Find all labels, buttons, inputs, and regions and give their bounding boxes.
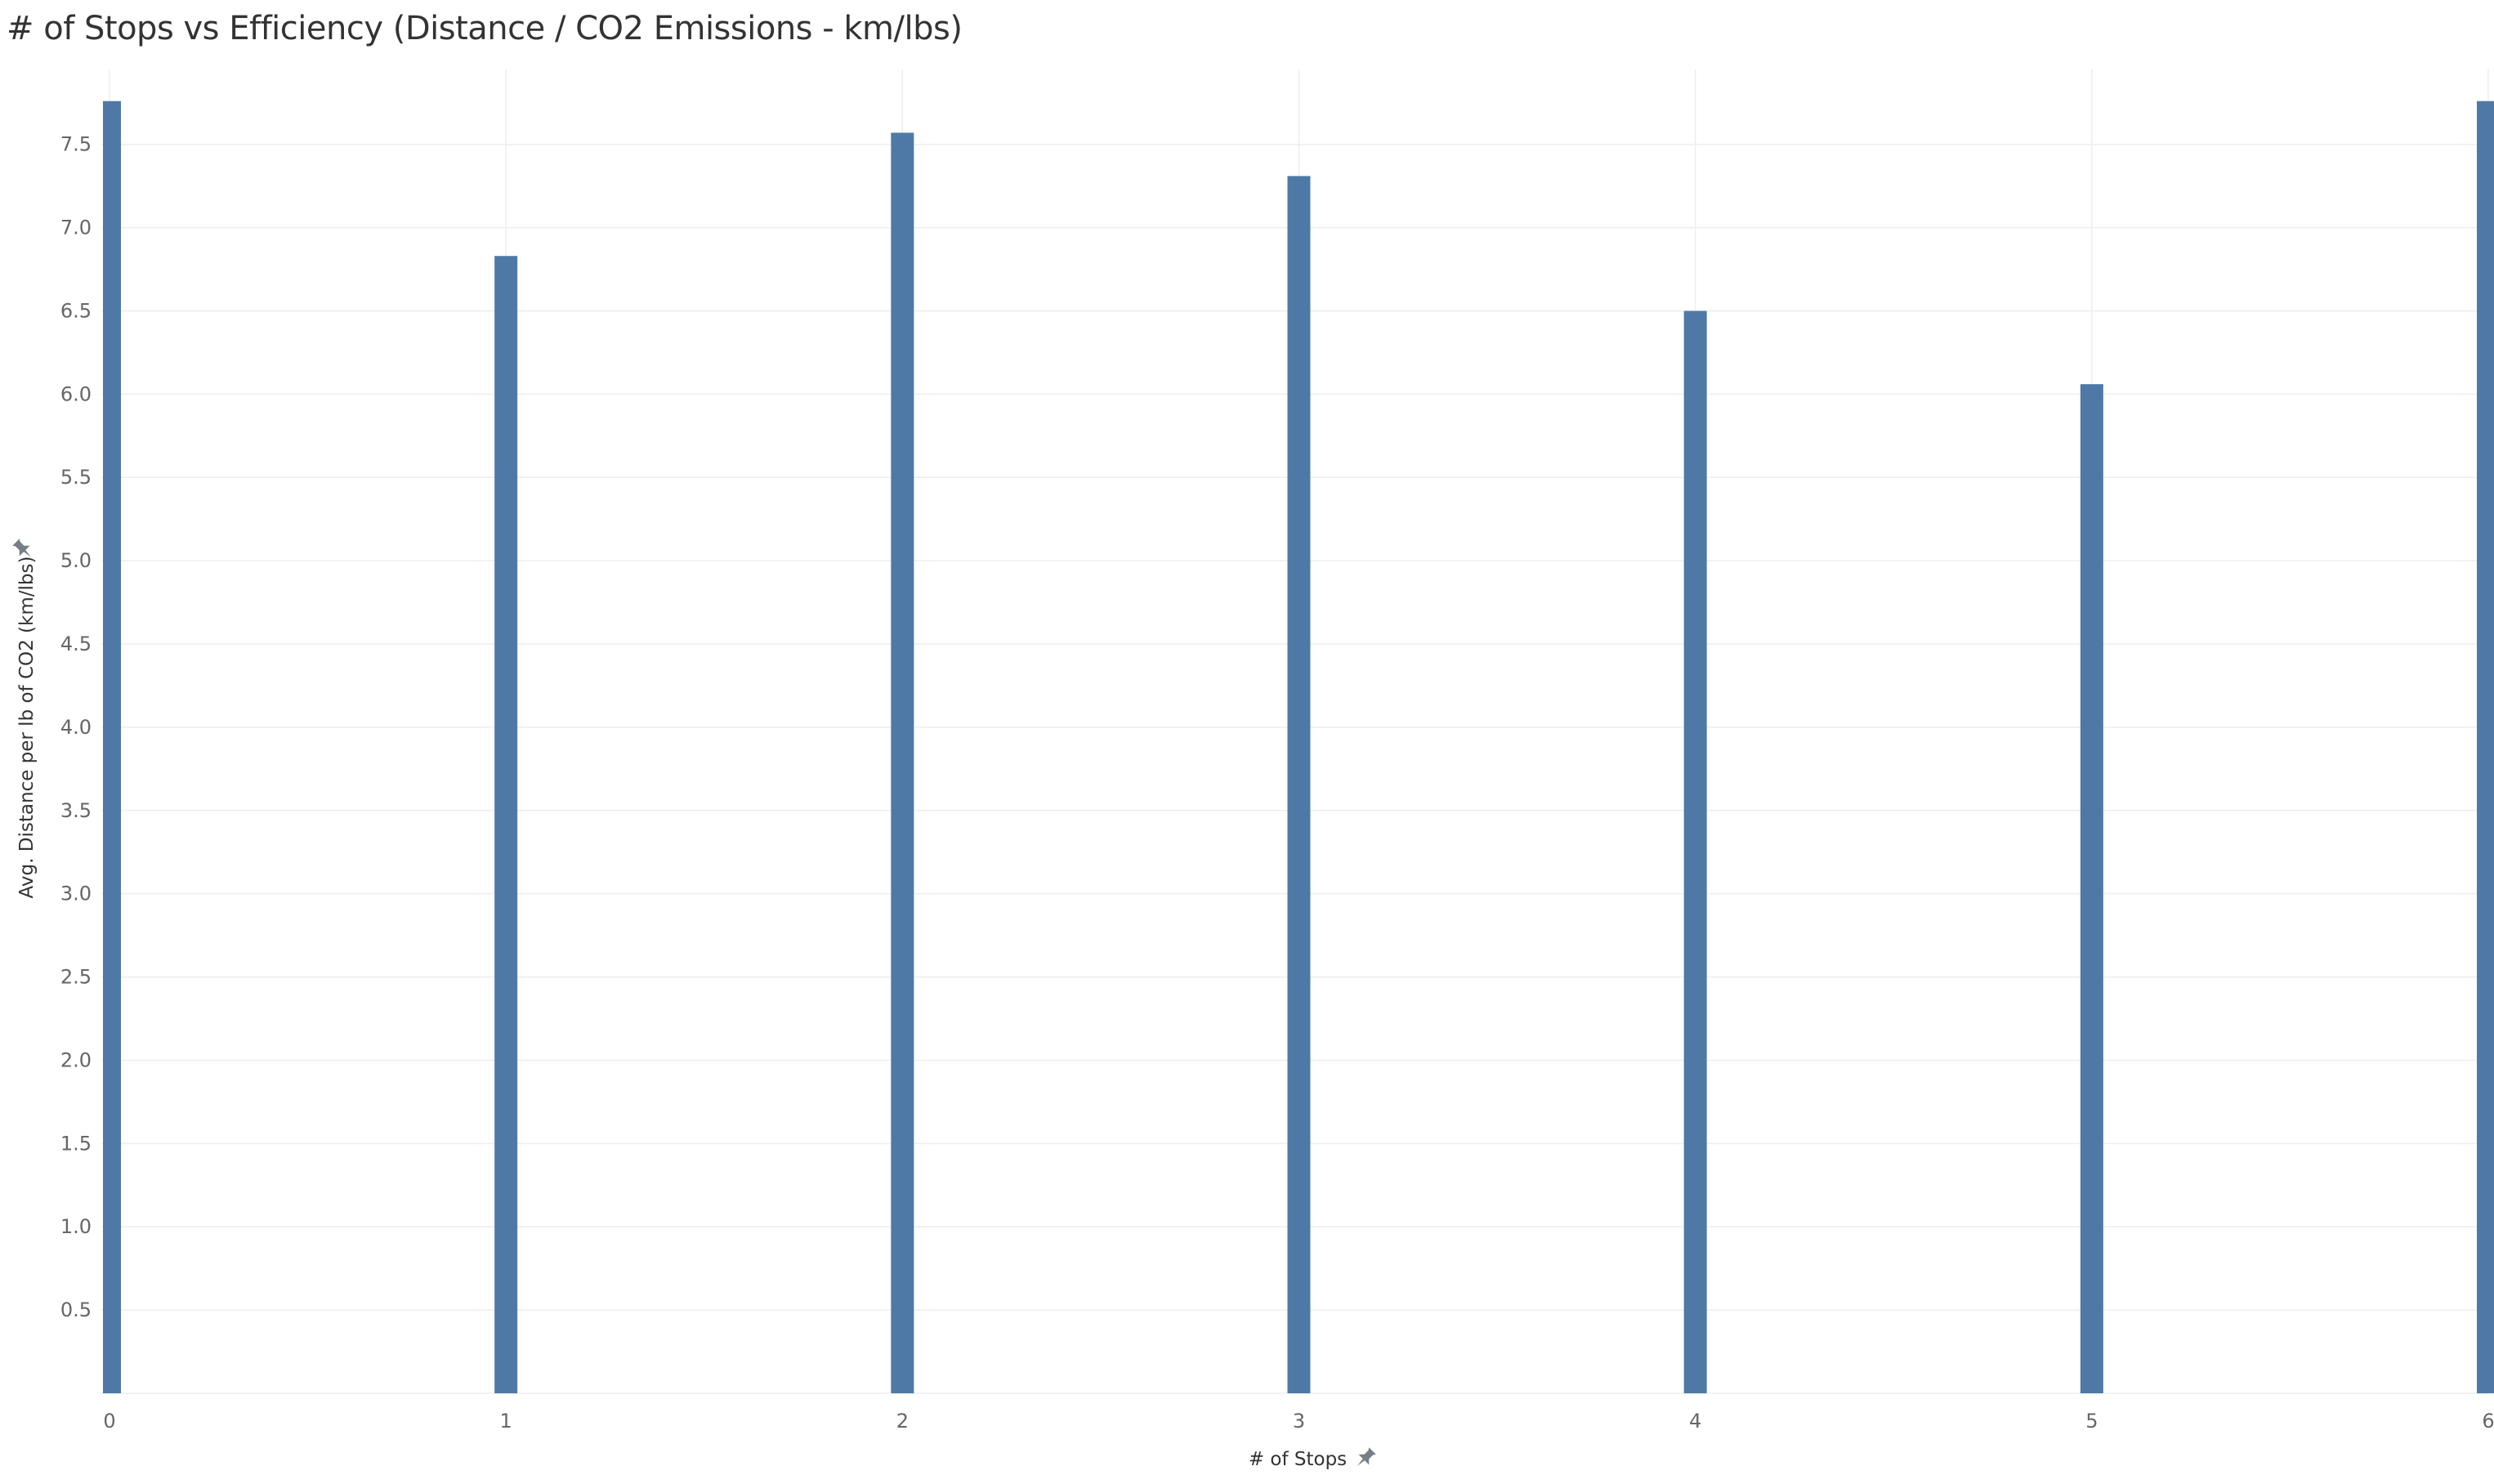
y-tick-label: 7.5 [60,133,92,156]
x-tick-label: 4 [1689,1410,1701,1433]
y-axis-ticks: 0.5 1.0 1.5 2.0 2.5 3.0 3.5 4.0 4.5 5.0 5.5 6.0 6.5 7… [60,133,92,1321]
bar-stops-5[interactable] [2080,384,2103,1393]
x-tick-label: 0 [103,1410,115,1433]
y-tick-label: 2.5 [60,966,92,989]
y-tick-label: 4.5 [60,632,92,655]
y-tick-label: 6.0 [60,382,92,405]
bar-stops-6[interactable] [2477,101,2494,1393]
y-tick-label: 0.5 [60,1298,92,1321]
chart-title: # of Stops vs Efficiency (Distance / CO2… [7,10,963,47]
x-tick-label: 1 [500,1410,512,1433]
x-tick-label: 2 [896,1410,909,1433]
y-tick-label: 4.0 [60,716,92,739]
x-axis-pin-icon[interactable] [1352,1446,1378,1471]
y-tick-label: 6.5 [60,299,92,322]
y-axis-label: Avg. Distance per lb of CO2 (km/lbs) [16,556,38,899]
y-tick-label: 5.5 [60,466,92,489]
x-tick-label: 6 [2482,1410,2494,1433]
y-tick-label: 1.0 [60,1215,92,1238]
y-tick-label: 1.5 [60,1132,92,1155]
y-tick-label: 3.0 [60,883,92,905]
bar-stops-4[interactable] [1683,311,1707,1394]
y-tick-label: 3.5 [60,799,92,822]
x-tick-label: 3 [1293,1410,1305,1433]
y-tick-label: 7.0 [60,217,92,239]
bar-stops-0[interactable] [103,101,121,1393]
bar-stops-2[interactable] [891,132,914,1393]
x-axis-label: # of Stops [1249,1449,1347,1470]
bars [103,101,2494,1394]
x-axis-ticks: 0 1 2 3 4 5 6 [103,1410,2494,1433]
y-tick-label: 5.0 [60,549,92,572]
y-axis-pin-icon[interactable] [11,537,36,562]
bar-stops-1[interactable] [494,256,518,1393]
y-tick-label: 2.0 [60,1048,92,1071]
bar-stops-3[interactable] [1287,176,1311,1394]
x-tick-label: 5 [2085,1410,2098,1433]
